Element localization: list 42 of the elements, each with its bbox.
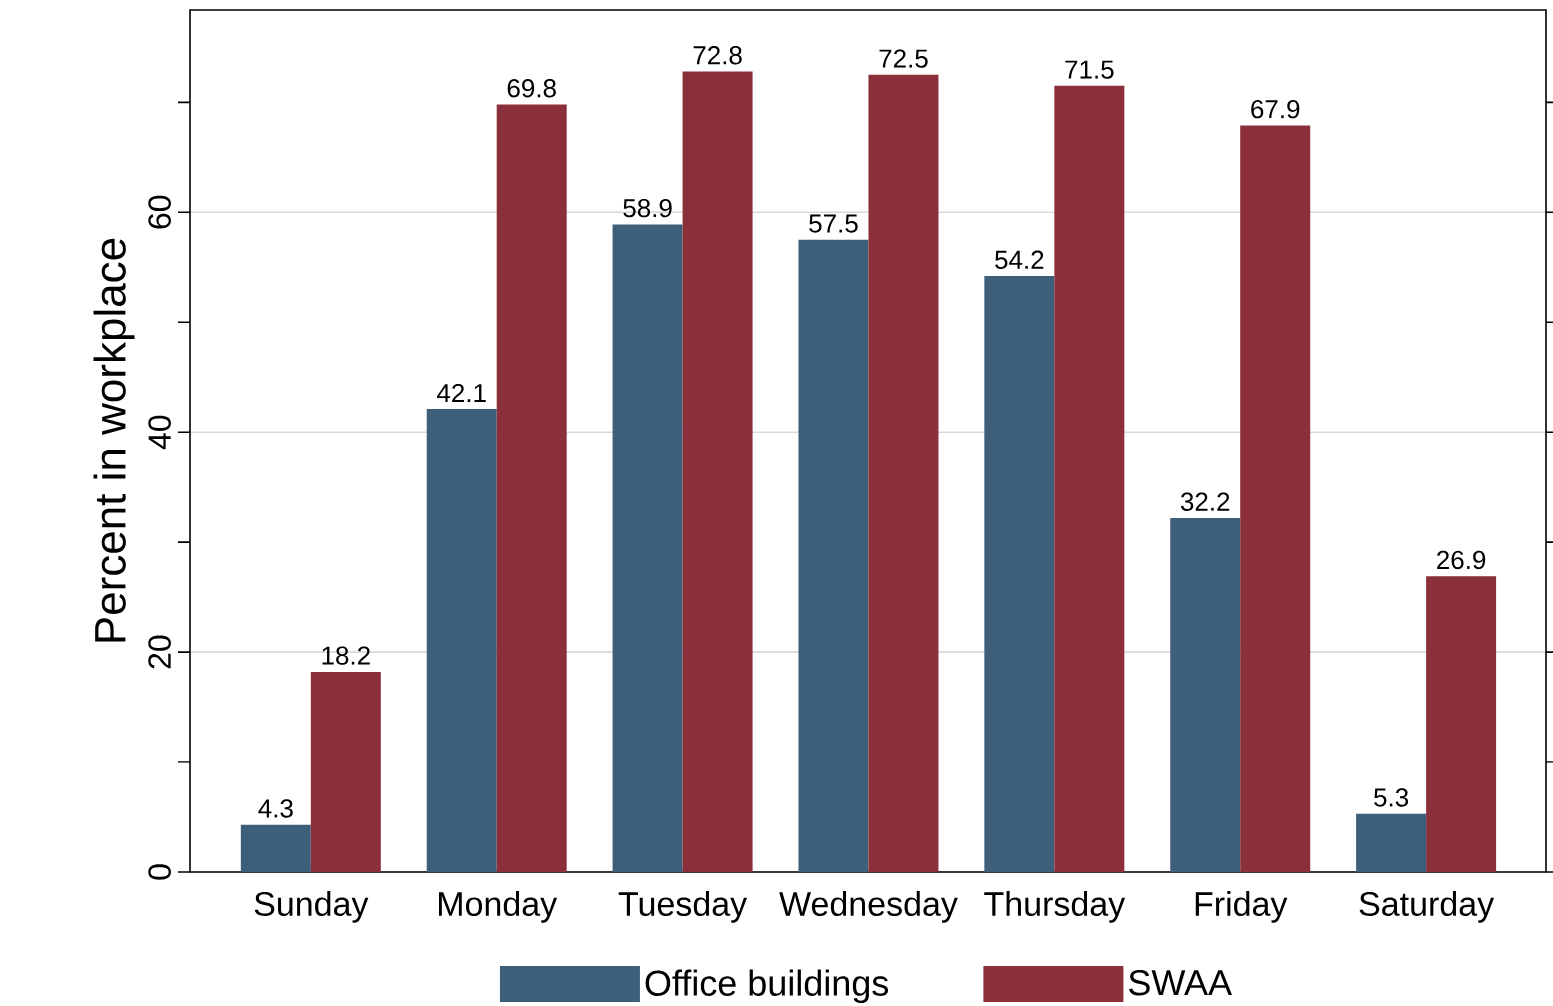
x-tick-label: Friday — [1195, 891, 1288, 923]
data-label: 26.9 — [1437, 550, 1486, 570]
data-label: 69.8 — [507, 79, 556, 98]
x-tick-label: Thursday — [984, 891, 1126, 923]
x-tick-label: Monday — [439, 891, 558, 923]
data-label: 42.1 — [437, 383, 486, 403]
y-tick-label: 20 — [148, 635, 171, 669]
bar — [798, 239, 869, 872]
legend-label: Office buildings — [645, 969, 889, 1004]
data-label: 58.9 — [623, 198, 672, 218]
bar — [1426, 576, 1497, 872]
x-tick-label: Sunday — [254, 891, 369, 923]
x-tick-label: Tuesday — [618, 891, 748, 923]
data-label: 4.3 — [258, 799, 293, 818]
bar — [1356, 813, 1427, 872]
bar — [612, 224, 683, 872]
bar — [240, 824, 311, 872]
bar — [1240, 125, 1311, 872]
data-label: 67.9 — [1251, 99, 1300, 119]
bar — [496, 104, 567, 872]
bar — [1170, 517, 1241, 872]
data-label: 5.3 — [1374, 788, 1409, 807]
bar — [868, 74, 939, 872]
y-tick-label: 40 — [148, 415, 171, 450]
bar — [1054, 85, 1125, 872]
y-tick-label: 60 — [148, 195, 171, 229]
y-tick-label: 0 — [148, 864, 171, 880]
bar — [682, 71, 753, 872]
bar — [310, 671, 381, 872]
data-label: 54.2 — [995, 250, 1044, 269]
data-label: 72.5 — [879, 49, 928, 68]
data-label: 18.2 — [322, 646, 370, 665]
x-tick-label: Saturday — [1359, 891, 1495, 923]
data-label: 71.5 — [1065, 60, 1114, 79]
bar — [984, 276, 1055, 872]
bar — [426, 409, 497, 872]
data-label: 72.8 — [693, 46, 742, 65]
data-label: 57.5 — [809, 214, 858, 233]
data-label: 32.2 — [1180, 492, 1230, 511]
y-axis-title: Percent in workplace — [93, 238, 135, 642]
legend-label: SWAA — [1129, 969, 1232, 996]
x-tick-label: Wednesday — [779, 891, 958, 923]
